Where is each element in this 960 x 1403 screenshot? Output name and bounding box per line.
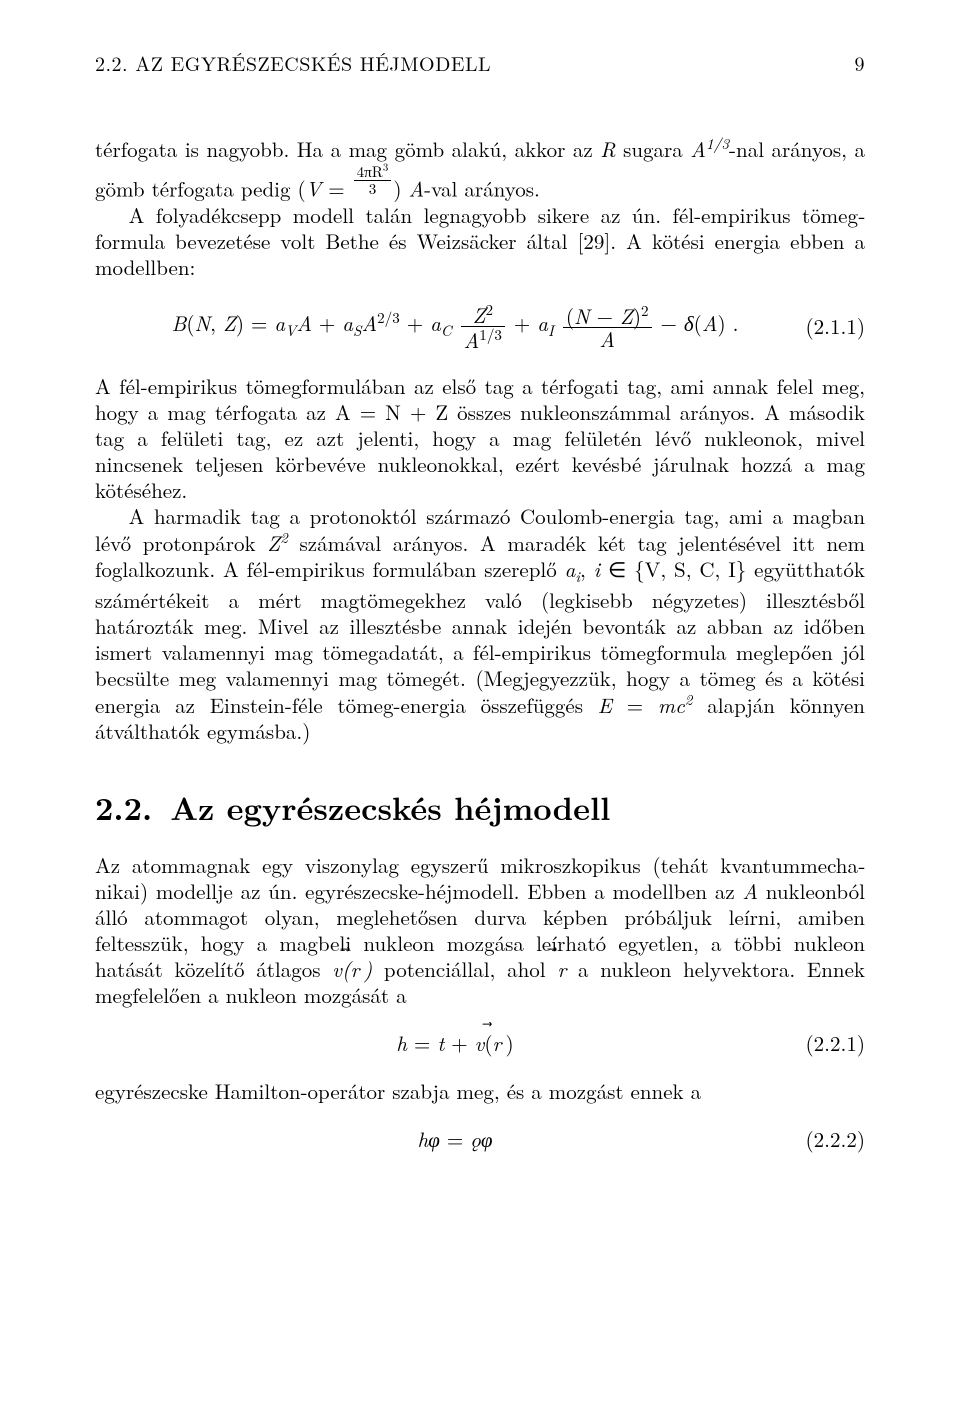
paragraph-6: egyrészecske Hamilton-operátor szabja me…: [95, 1078, 865, 1104]
equation-number: (2.2.2): [785, 1126, 865, 1152]
section-title: Az egyrészecskés héjmodell: [170, 785, 610, 830]
math-exp: 1/3: [706, 133, 729, 154]
two: 2: [685, 689, 693, 710]
r: r: [351, 954, 360, 984]
text: A folyadékcsepp modell talán legnagyobb …: [95, 200, 865, 282]
paragraph-2: A folyadékcsepp modell talán legnagyobb …: [95, 202, 865, 280]
a: a: [565, 554, 576, 584]
frac-den: 3: [354, 181, 392, 197]
math-A: A: [690, 134, 706, 164]
text: ,: [580, 554, 594, 584]
r: r: [557, 954, 566, 984]
running-head: 2.2. AZ EGYRÉSZECSKÉS HÉJMODELL 9: [95, 48, 865, 77]
section-heading: 2.2. Az egyrészecskés héjmodell: [95, 788, 865, 828]
text: egyrészecske Hamilton-operátor szabja me…: [95, 1076, 701, 1106]
math-R: R: [600, 134, 615, 164]
running-head-section: 2.2. AZ EGYRÉSZECSKÉS HÉJMODELL: [95, 48, 491, 77]
equation-body: h = t + v(r⃗ ): [125, 1030, 785, 1056]
running-head-page-number: 9: [855, 48, 866, 77]
volume-fraction: 4πR33: [354, 162, 392, 197]
math-Emc2: E = mc2: [598, 690, 693, 720]
equation-number: (2.1.1): [785, 313, 865, 339]
m: m: [658, 690, 675, 720]
paragraph-1: térfogata is nagyobb. Ha a mag gömb alak…: [95, 135, 865, 202]
equation-2-1-1: B(N, Z) = aVA + aSA2/3 + aC Z2A1/3 + aI …: [95, 302, 865, 351]
equation-2-2-2: hφ = ǫφ (2.2.2): [95, 1126, 865, 1152]
page: 2.2. AZ EGYRÉSZECSKÉS HÉJMODELL 9 térfog…: [0, 0, 960, 1403]
E: E: [598, 690, 612, 720]
text: sugara: [616, 134, 691, 164]
body-text: térfogata is nagyobb. Ha a mag gömb alak…: [95, 135, 865, 1152]
math-r: r⃗: [557, 954, 566, 984]
paragraph-4: A harmadik tag a protonoktól származó Co…: [95, 503, 865, 744]
c: c: [675, 690, 685, 720]
section-number: 2.2.: [95, 785, 152, 830]
text: térfogata is nagyobb. Ha a mag gömb alak…: [95, 134, 600, 164]
equation-body: hφ = ǫφ: [125, 1126, 785, 1152]
math-ai: ai: [565, 554, 580, 584]
paragraph-3: A fél-empirikus tömegformulában az első …: [95, 373, 865, 503]
equation-number: (2.2.1): [785, 1030, 865, 1056]
exp: 3: [383, 160, 388, 175]
eq: =: [612, 690, 658, 720]
text: A fél-empirikus tömegformulában az első …: [95, 371, 865, 505]
math-A13: A1/3: [690, 134, 729, 164]
equation-2-2-1: h = t + v(r⃗ ) (2.2.1): [95, 1030, 865, 1056]
paragraph-5: Az atommagnak egy viszonylag egyszerű mi…: [95, 852, 865, 1008]
equation-body: B(N, Z) = aVA + aSA2/3 + aC Z2A1/3 + aI …: [125, 302, 785, 351]
